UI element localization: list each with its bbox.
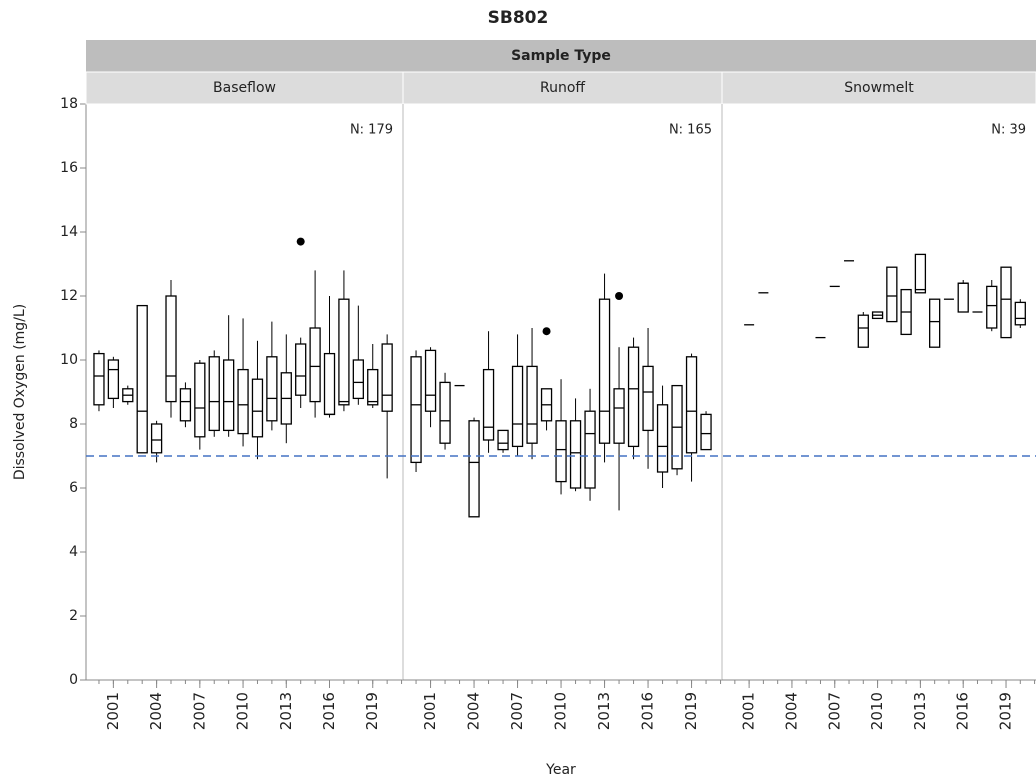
- x-tick-label: 2016: [954, 692, 972, 730]
- box: [555, 420, 567, 483]
- panel-annotation: N: 39: [991, 123, 1026, 138]
- box: [685, 356, 698, 454]
- box: [569, 420, 582, 489]
- x-tick-label: 2001: [421, 692, 439, 730]
- x-tick-label: 2004: [465, 692, 483, 730]
- x-tick-label: 2001: [104, 692, 122, 730]
- panel-header: Runoff: [540, 80, 585, 96]
- box: [165, 295, 177, 403]
- box: [957, 282, 969, 313]
- chart-title: SB802: [488, 8, 549, 28]
- box: [295, 343, 307, 396]
- box: [179, 388, 192, 422]
- box: [526, 365, 538, 444]
- panel-header: Baseflow: [213, 80, 276, 96]
- x-tick-label: 2010: [552, 692, 570, 730]
- box: [323, 352, 336, 416]
- box: [642, 365, 654, 432]
- x-tick-label: 2007: [190, 692, 208, 730]
- box: [93, 352, 105, 406]
- panel-header-bg: [721, 71, 1036, 105]
- box: [613, 388, 625, 444]
- x-tick-label: 2013: [911, 692, 929, 730]
- y-tick-label: 18: [60, 96, 78, 112]
- x-tick-label: 2010: [234, 692, 252, 730]
- x-tick-label: 2004: [147, 692, 165, 730]
- x-tick-label: 2013: [595, 692, 613, 730]
- x-tick-label: 2019: [997, 692, 1015, 730]
- outlier: [296, 237, 305, 246]
- y-tick-label: 0: [69, 672, 78, 688]
- x-tick-label: 2007: [508, 692, 526, 730]
- y-tick-label: 14: [60, 224, 78, 240]
- box: [598, 298, 611, 444]
- box: [497, 429, 509, 451]
- facet-header: Sample Type: [511, 48, 611, 64]
- y-tick-label: 10: [60, 352, 78, 368]
- box: [929, 298, 941, 348]
- y-tick-label: 6: [69, 480, 78, 496]
- box: [439, 381, 451, 444]
- box: [914, 253, 927, 294]
- box: [584, 410, 596, 489]
- box: [410, 356, 422, 464]
- y-tick-label: 2: [69, 608, 78, 624]
- box: [656, 404, 669, 473]
- box: [482, 368, 495, 441]
- x-tick-label: 2001: [740, 692, 758, 730]
- box: [381, 343, 393, 412]
- panel-annotation: N: 179: [350, 123, 393, 138]
- box: [150, 423, 163, 454]
- x-tick-label: 2019: [363, 692, 381, 730]
- panel-header-bg: [402, 71, 723, 105]
- y-axis-label: Dissolved Oxygen (mg/L): [12, 304, 28, 480]
- box: [1014, 301, 1026, 326]
- box: [251, 378, 264, 438]
- box: [194, 362, 206, 438]
- box: [857, 314, 869, 348]
- y-tick-label: 4: [69, 544, 78, 560]
- box: [208, 356, 220, 432]
- x-tick-label: 2016: [320, 692, 338, 730]
- x-tick-label: 2004: [782, 692, 800, 730]
- box: [222, 359, 235, 432]
- box: [700, 413, 712, 451]
- box: [136, 304, 148, 454]
- panel-header: Snowmelt: [844, 80, 914, 96]
- box: [886, 266, 898, 323]
- x-tick-label: 2013: [277, 692, 295, 730]
- x-tick-label: 2007: [825, 692, 843, 730]
- outlier: [615, 292, 624, 300]
- box: [1000, 266, 1012, 339]
- box: [338, 298, 350, 406]
- box: [352, 359, 364, 400]
- x-tick-label: 2010: [868, 692, 886, 730]
- box: [986, 285, 998, 329]
- x-tick-label: 2019: [682, 692, 700, 730]
- box: [424, 349, 437, 412]
- outlier: [542, 327, 551, 336]
- y-tick-label: 16: [60, 160, 78, 176]
- y-tick-label: 12: [60, 288, 78, 304]
- panel-annotation: N: 165: [669, 123, 712, 138]
- y-tick-label: 8: [69, 416, 78, 432]
- x-tick-label: 2016: [639, 692, 657, 730]
- x-axis-label: Year: [545, 762, 576, 778]
- box: [237, 368, 249, 435]
- box: [309, 327, 321, 403]
- facet-header-bg: [86, 40, 1036, 72]
- box: [266, 356, 278, 422]
- box: [511, 365, 524, 448]
- box: [367, 368, 379, 406]
- box: [468, 420, 480, 518]
- box: [627, 346, 640, 448]
- box: [107, 359, 120, 400]
